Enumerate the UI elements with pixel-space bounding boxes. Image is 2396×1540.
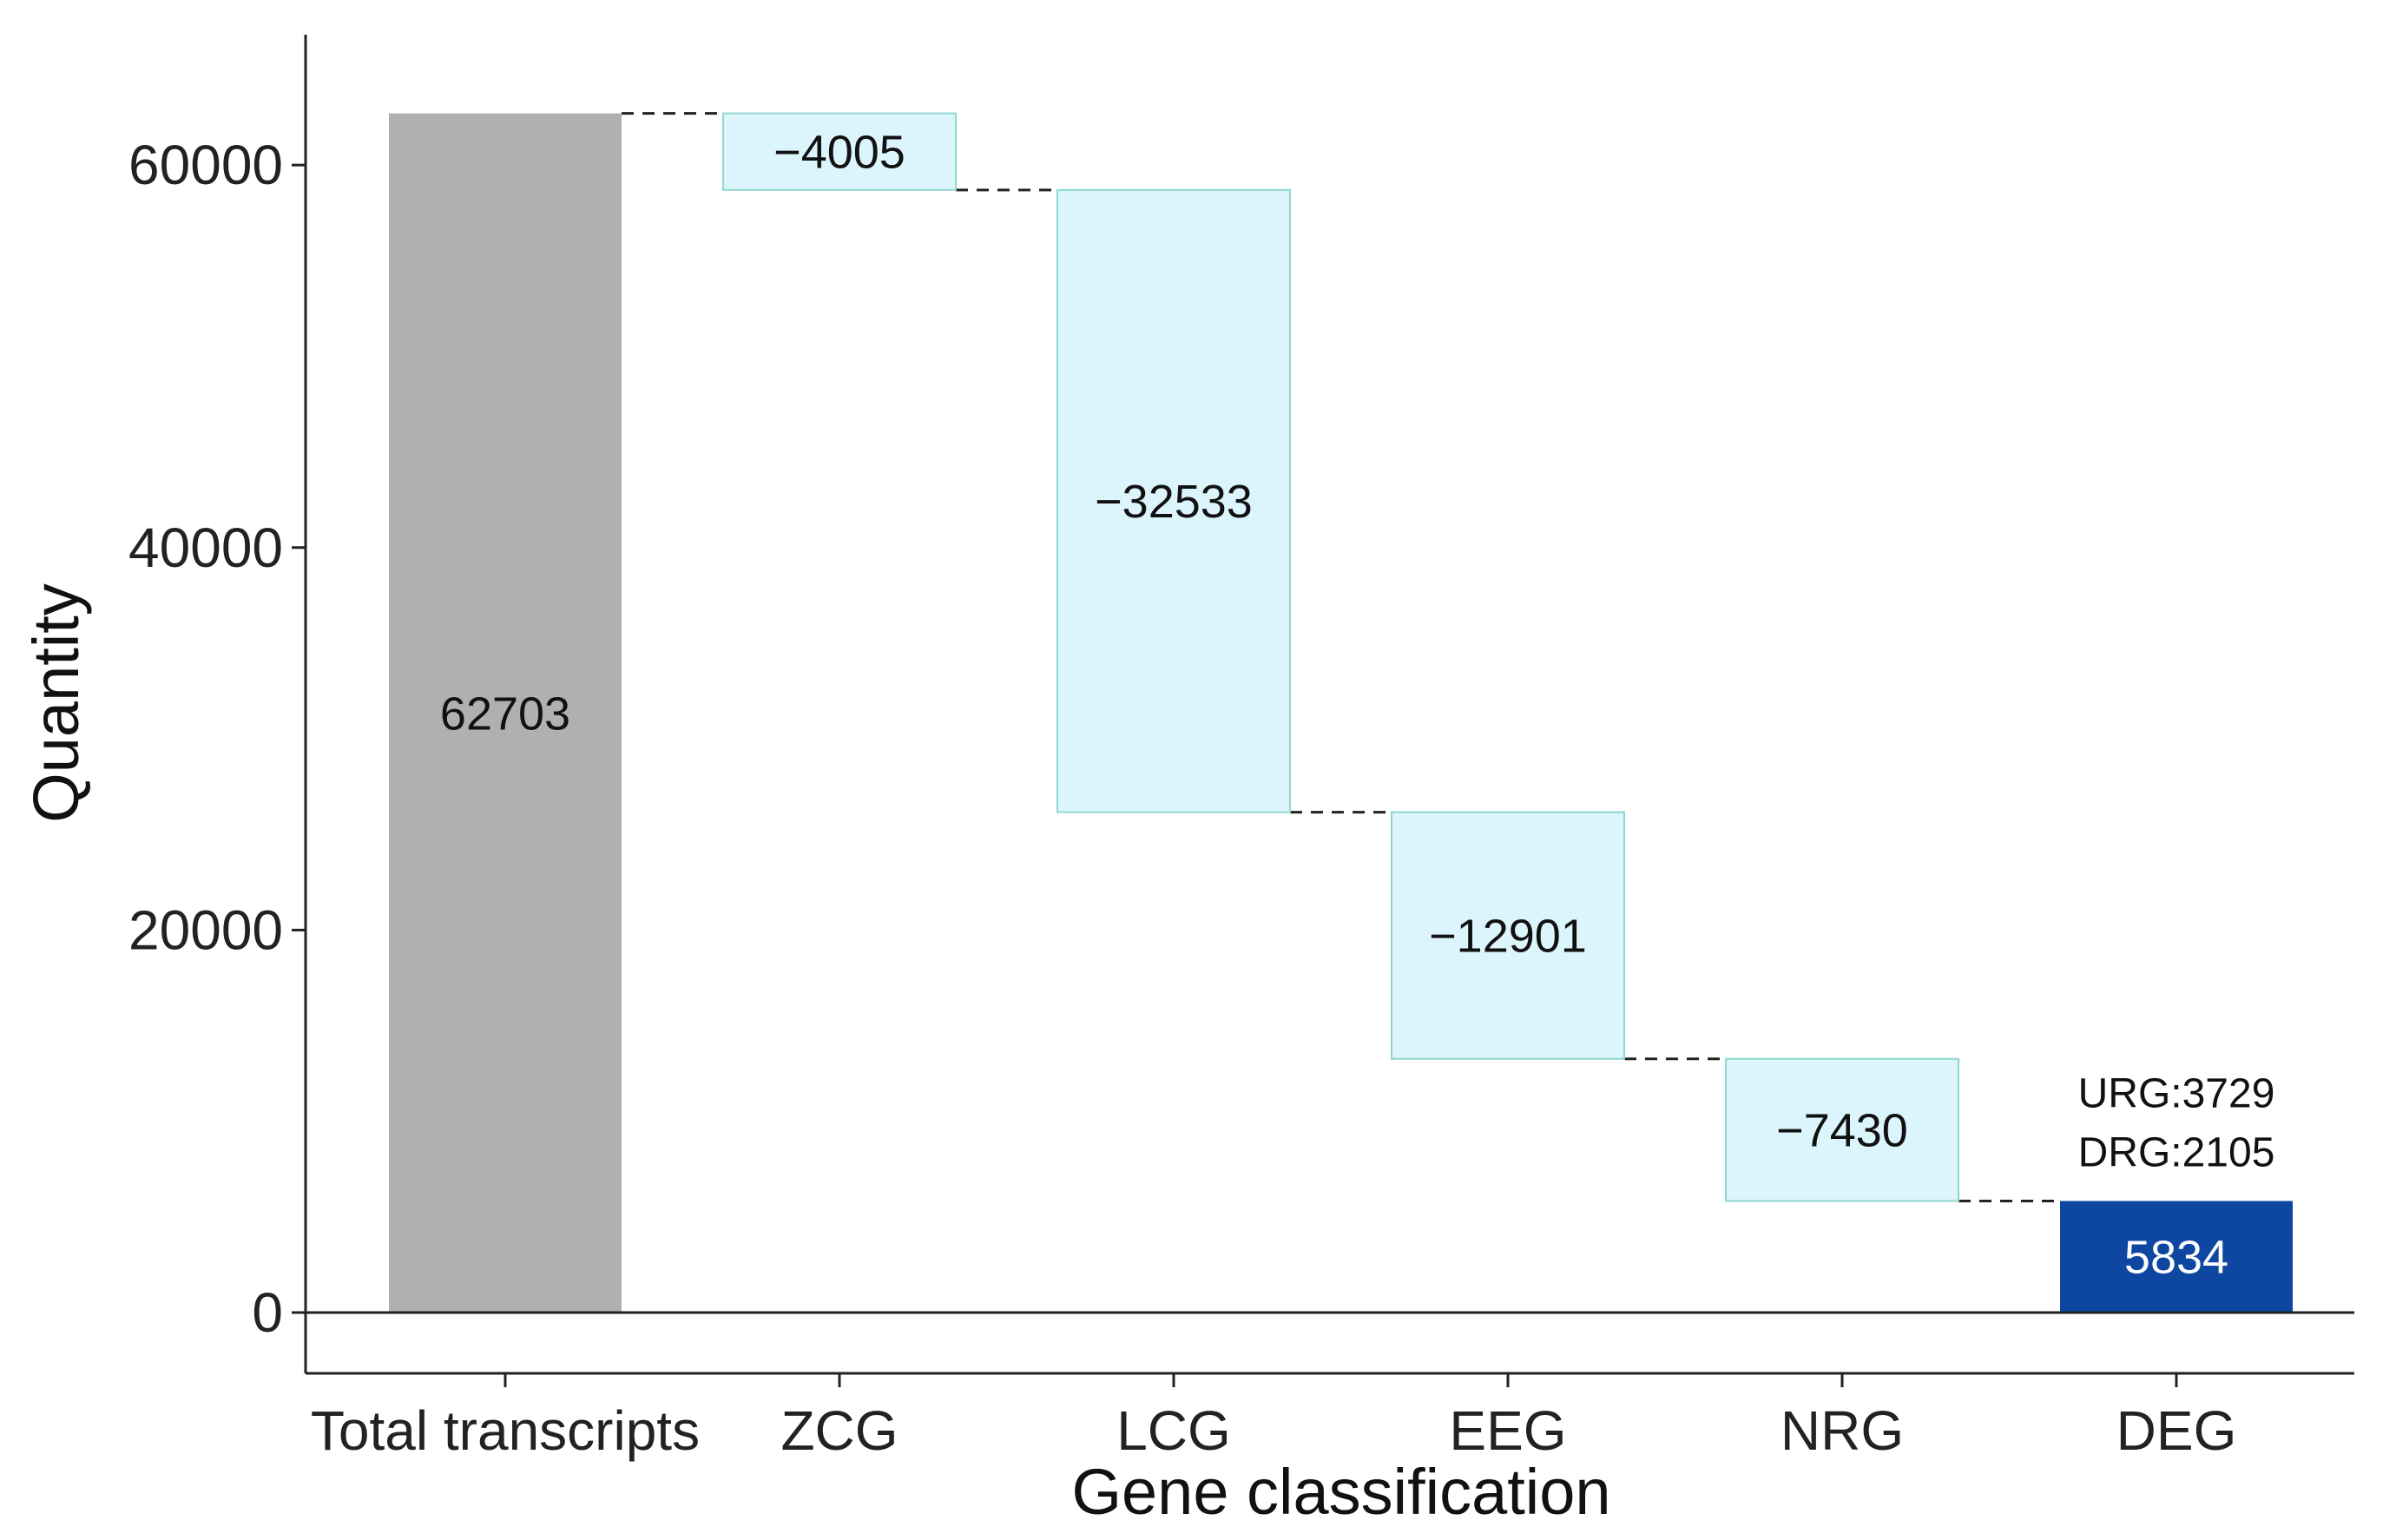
bar-deg	[2060, 1201, 2293, 1313]
bar-value-label: 62703	[440, 688, 570, 740]
annotation-line: DRG:2105	[2078, 1129, 2275, 1175]
y-axis-title: Quantity	[20, 583, 92, 823]
x-tick-label: EEG	[1449, 1399, 1566, 1462]
bar-value-label: −4005	[773, 127, 905, 179]
x-tick-label: NRG	[1781, 1399, 1904, 1462]
annotation-line: URG:3729	[2078, 1070, 2275, 1116]
y-tick-label: 60000	[128, 134, 283, 196]
bar-labels: 62703 −4005 −32533 −12901 −7430 5834	[440, 127, 2228, 1284]
bar-lcg	[1056, 188, 1291, 813]
x-tick-label: ZCG	[780, 1399, 898, 1462]
bar-zcg	[722, 112, 957, 191]
y-tick-label: 0	[252, 1281, 283, 1344]
x-tick-label: DEG	[2116, 1399, 2237, 1462]
bar-value-label: 5834	[2124, 1232, 2228, 1284]
y-tick-label: 20000	[128, 898, 283, 961]
connector-lines	[622, 112, 2060, 1202]
x-tick-label: Total transcripts	[311, 1399, 700, 1462]
bars	[389, 112, 2293, 1313]
x-axis-title: Gene classification	[1071, 1456, 1610, 1528]
bar-total-transcripts	[389, 113, 622, 1313]
annotations: URG:3729 DRG:2105	[2078, 1070, 2275, 1175]
x-axis-ticks: Total transcripts ZCG LCG EEG NRG DEG	[311, 1373, 2236, 1462]
y-tick-label: 40000	[128, 517, 283, 579]
bar-eeg	[1391, 811, 1625, 1060]
axes	[304, 35, 2354, 1375]
bar-value-label: −7430	[1776, 1105, 1908, 1157]
x-tick-label: LCG	[1116, 1399, 1231, 1462]
bar-nrg	[1725, 1057, 1959, 1202]
bar-value-label: −12901	[1429, 911, 1587, 963]
y-axis-ticks: 0 20000 40000 60000	[128, 134, 306, 1344]
bar-value-label: −32533	[1095, 476, 1253, 528]
